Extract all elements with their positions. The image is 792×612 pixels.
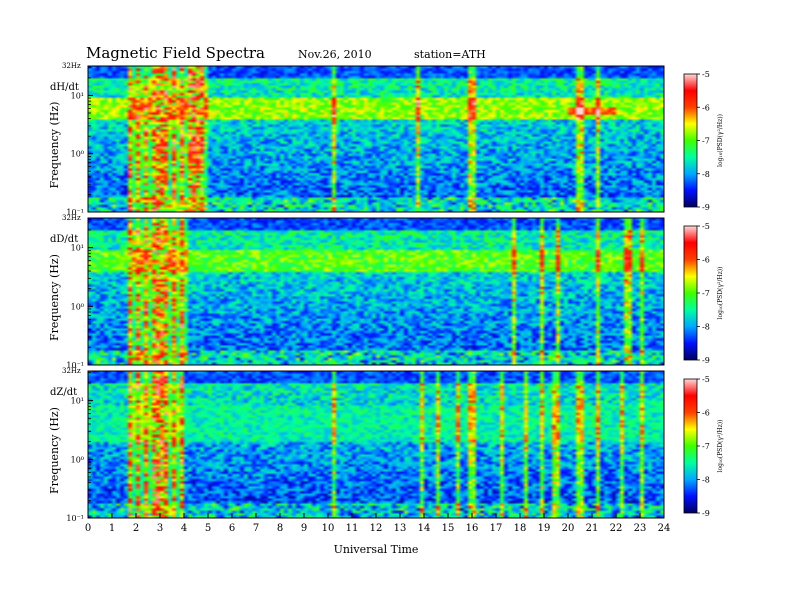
x-tick-label: 2 xyxy=(133,523,139,534)
spectrogram-image xyxy=(88,66,664,212)
panel-label: dZ/dt xyxy=(50,387,77,398)
y-axis-label: Frequency (Hz) xyxy=(48,102,61,189)
x-tick-label: 6 xyxy=(229,523,235,534)
colorbar-label: log₁₀(PSD(γ²/Hz)) xyxy=(717,114,724,167)
station-label: station=ATH xyxy=(414,48,486,61)
colorbar-tick-label: -9 xyxy=(702,509,710,518)
y-tick-label: 10⁻¹ xyxy=(66,208,84,217)
colorbar-tick-label: -5 xyxy=(702,375,710,384)
colorbar-tick-label: -8 xyxy=(702,323,710,332)
spectrogram-panel-2: dD/dt 32Hz 10⁻¹ 10⁰ 10¹ Frequency (Hz) -5 -6 -7 -… xyxy=(48,214,724,370)
x-tick-label: 5 xyxy=(205,523,211,534)
colorbar-label: log₁₀(PSD(γ²/Hz)) xyxy=(717,267,724,320)
y-tick-label: 10⁰ xyxy=(71,455,84,464)
colorbar-tick-label: -8 xyxy=(702,170,710,179)
spectrogram-panel-1: dH/dt 32Hz 10⁻¹ 10⁰ 10¹ Frequency (Hz) -5 -6 -7 -… xyxy=(48,62,724,217)
y-tick-label: 10¹ xyxy=(71,91,84,100)
panel-frame xyxy=(87,217,665,366)
x-tick-label: 22 xyxy=(610,523,623,534)
x-tick-label: 13 xyxy=(394,523,407,534)
y-tick-label: 10⁻¹ xyxy=(66,514,84,523)
colorbar-tick-label: -8 xyxy=(702,476,710,485)
colorbar-tick-label: -6 xyxy=(702,409,710,418)
y-tick-label: 10⁰ xyxy=(71,150,84,159)
y-tick-label: 10¹ xyxy=(71,397,84,406)
x-tick-label: 14 xyxy=(418,523,431,534)
spectrogram-image xyxy=(88,218,664,365)
colorbar xyxy=(683,73,698,208)
x-axis: 0 1 2 3 4 5 6 7 8 9 10 11 12 13 14 15 16 17 18 19 20 21 22 23 24… xyxy=(85,513,671,556)
y-top-label: 32Hz xyxy=(62,62,81,70)
colorbar-tick-label: -5 xyxy=(702,222,710,231)
colorbar-tick-label: -9 xyxy=(702,356,710,365)
x-tick-label: 17 xyxy=(490,523,503,534)
x-tick-label: 0 xyxy=(85,523,91,534)
y-tick-label: 10⁰ xyxy=(71,302,84,311)
x-tick-label: 20 xyxy=(562,523,575,534)
y-top-label: 32Hz xyxy=(62,367,81,375)
date-label: Nov.26, 2010 xyxy=(298,48,372,61)
x-tick-label: 9 xyxy=(301,523,307,534)
colorbar-tick-label: -7 xyxy=(702,442,710,451)
colorbar-tick-label: -9 xyxy=(702,203,710,212)
x-tick-label: 24 xyxy=(658,523,671,534)
colorbar-tick-label: -5 xyxy=(702,70,710,79)
x-tick-label: 10 xyxy=(322,523,335,534)
colorbar-tick-label: -6 xyxy=(702,103,710,112)
colorbar-label: log₁₀(PSD(γ²/Hz)) xyxy=(717,420,724,473)
x-axis-label: Universal Time xyxy=(334,543,419,556)
x-tick-label: 16 xyxy=(466,523,479,534)
y-tick-label: 10⁻¹ xyxy=(66,361,84,370)
x-tick-label: 21 xyxy=(586,523,599,534)
x-tick-label: 18 xyxy=(514,523,527,534)
y-tick-label: 10¹ xyxy=(71,244,84,253)
x-tick-label: 3 xyxy=(157,523,163,534)
x-tick-label: 11 xyxy=(346,523,359,534)
spectrogram-panel-3: dZ/dt 32Hz 10⁻¹ 10⁰ 10¹ Frequency (Hz) -5 -6 -7 -… xyxy=(48,367,724,523)
x-tick-label: 4 xyxy=(181,523,187,534)
colorbar xyxy=(683,225,698,361)
x-tick-label: 23 xyxy=(634,523,647,534)
spectrogram-image xyxy=(88,371,664,518)
x-tick-label: 12 xyxy=(370,523,383,534)
x-tick-label: 19 xyxy=(538,523,551,534)
y-axis-label: Frequency (Hz) xyxy=(48,407,61,494)
colorbar xyxy=(683,378,698,514)
x-tick-label: 1 xyxy=(109,523,115,534)
figure-title: Magnetic Field Spectra xyxy=(86,44,265,62)
colorbar-tick-label: -7 xyxy=(702,137,710,146)
panel-label: dH/dt xyxy=(50,82,79,93)
panel-frame xyxy=(87,65,665,213)
x-tick-label: 8 xyxy=(277,523,283,534)
y-top-label: 32Hz xyxy=(62,214,81,222)
x-tick-label: 15 xyxy=(442,523,455,534)
y-axis-label: Frequency (Hz) xyxy=(48,254,61,341)
x-tick-label: 7 xyxy=(253,523,259,534)
colorbar-tick-label: -6 xyxy=(702,256,710,265)
panel-label: dD/dt xyxy=(50,234,78,245)
colorbar-tick-label: -7 xyxy=(702,289,710,298)
